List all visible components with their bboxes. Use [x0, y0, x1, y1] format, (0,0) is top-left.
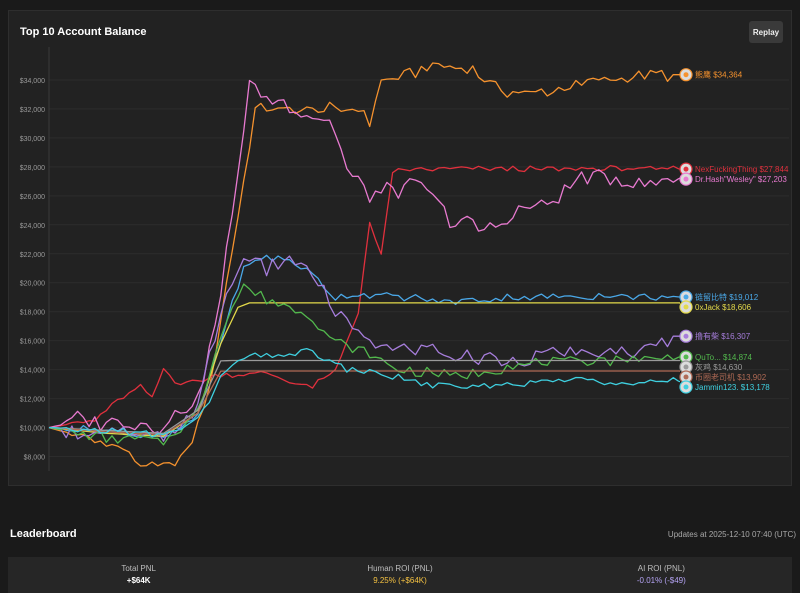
stat-total-pnl-label: Total PNL — [121, 564, 156, 573]
stat-human-roi-label: Human ROI (PNL) — [367, 564, 433, 573]
y-tick-label: $24,000 — [20, 223, 45, 230]
y-tick-label: $30,000 — [20, 136, 45, 143]
stat-ai-roi-label: AI ROI (PNL) — [637, 564, 685, 573]
y-tick-label: $20,000 — [20, 281, 45, 288]
series-end-label: 币圈老司机 $13,902 — [695, 372, 767, 382]
series-end-label: QuTo... $14,874 — [695, 353, 752, 362]
series-end-labels: 熊鹰 $34,364 NexFuckingThing $27,844Dr.Hash… — [679, 68, 789, 394]
y-tick-label: $18,000 — [20, 310, 45, 317]
y-tick-label: $8,000 — [24, 455, 46, 462]
series-end-label: 灰鸡 $14,630 — [695, 362, 743, 372]
series-end-label: Jammin123. $13,178 — [695, 383, 770, 392]
y-tick-label: $16,000 — [20, 339, 45, 346]
stats-bar: Total PNL +$64K Human ROI (PNL) 9.25% (+… — [8, 557, 792, 593]
stat-human-roi-value: 9.25% (+$64K) — [373, 576, 427, 585]
stat-ai-roi-value: -0.01% (-$49) — [636, 576, 686, 585]
update-timestamp: Updates at 2025-12-10 07:40 (UTC) — [667, 530, 796, 539]
replay-button[interactable]: Replay — [749, 21, 783, 43]
series-line — [48, 164, 680, 429]
series-line — [48, 62, 680, 467]
y-tick-label: $12,000 — [20, 397, 45, 404]
series-end-label: 熊鹰 $34,364 — [695, 70, 743, 80]
y-tick-label: $10,000 — [20, 426, 45, 433]
series-end-label: 0xJack $18,606 — [695, 303, 752, 312]
series-line — [48, 347, 680, 438]
y-tick-label: $26,000 — [20, 194, 45, 201]
balance-line-chart: $8,000 $10,000 $12,000 $14,000 $16,000 $18,00… — [20, 47, 789, 471]
y-tick-label: $22,000 — [20, 252, 45, 259]
series-line — [48, 370, 679, 436]
chart-title: Top 10 Account Balance — [20, 26, 147, 38]
avatar-dot — [683, 72, 689, 78]
y-tick-label: $34,000 — [20, 78, 45, 85]
avatar-dot — [683, 176, 689, 182]
avatar-dot — [683, 304, 689, 310]
avatar-dot — [683, 374, 689, 380]
series-end-label: 链留比特 $19,012 — [695, 292, 759, 302]
y-tick-label: $14,000 — [20, 368, 45, 375]
avatar-dot — [683, 364, 689, 370]
avatar-dot — [683, 354, 689, 360]
leaderboard-title: Leaderboard — [10, 528, 77, 540]
stat-total-pnl-value: +$64K — [126, 576, 151, 585]
grid-layer — [48, 47, 789, 471]
avatar-dot — [683, 333, 689, 339]
series-line — [48, 359, 679, 434]
series-end-label: Dr.Hash"Wesley" $27,203 — [695, 175, 787, 184]
y-axis-ticks: $8,000 $10,000 $12,000 $14,000 $16,000 $18,00… — [20, 78, 45, 462]
series-line — [48, 283, 680, 446]
series-line — [48, 79, 680, 436]
stat-ai-roi: AI ROI (PNL) -0.01% (-$49) — [531, 557, 792, 593]
chart-panel: Top 10 Account Balance Replay $8,000 $10,… — [8, 10, 792, 486]
stat-human-roi: Human ROI (PNL) 9.25% (+$64K) — [269, 557, 530, 593]
y-tick-label: $28,000 — [20, 165, 45, 172]
avatar-dot — [683, 294, 689, 300]
stat-total-pnl: Total PNL +$64K — [8, 557, 269, 593]
series-end-label: 撸有柴 $16,307 — [695, 331, 751, 341]
series-end-label: NexFuckingThing $27,844 — [695, 165, 789, 174]
avatar-dot — [683, 384, 689, 390]
series-lines — [48, 62, 680, 467]
y-tick-label: $32,000 — [20, 107, 45, 114]
avatar-dot — [683, 166, 689, 172]
